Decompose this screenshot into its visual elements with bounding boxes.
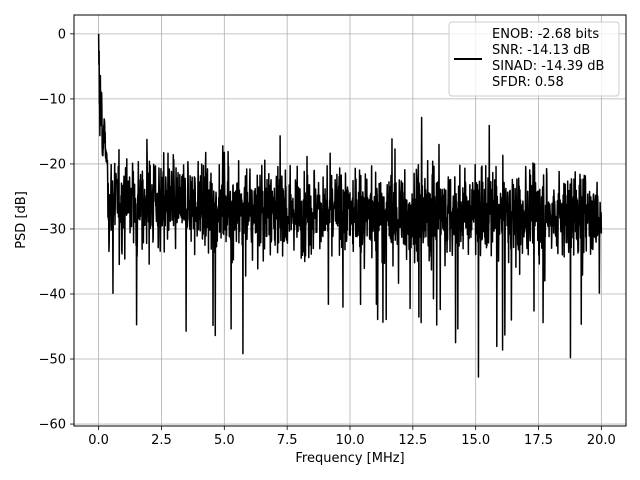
y-tick-label: −30	[39, 222, 66, 237]
y-tick-label: −10	[39, 92, 66, 107]
x-tick-label: 12.5	[398, 433, 427, 448]
y-tick-label: 0	[58, 27, 66, 42]
x-tick-label: 2.5	[151, 433, 172, 448]
legend: ENOB: -2.68 bits SNR: -14.13 dB SINAD: -…	[448, 21, 620, 97]
x-tick-label: 15.0	[461, 433, 490, 448]
x-tick-label: 17.5	[524, 433, 553, 448]
x-axis-label: Frequency [MHz]	[295, 451, 404, 466]
legend-box	[448, 21, 620, 97]
psd-series	[97, 33, 603, 378]
x-axis-ticks: 0.0 2.5 5.0 7.5 10.0 12.5 15.0 17.5 20.0	[88, 426, 616, 448]
y-axis-label: PSD [dB]	[14, 191, 29, 249]
y-tick-label: −40	[39, 287, 66, 302]
x-tick-label: 0.0	[88, 433, 109, 448]
legend-text-sinad: SINAD: -14.39 dB	[492, 59, 604, 74]
y-tick-label: −60	[39, 418, 66, 433]
x-tick-label: 10.0	[336, 433, 365, 448]
x-tick-label: 7.5	[277, 433, 298, 448]
legend-text-snr: SNR: -14.13 dB	[492, 43, 590, 58]
legend-text-sfdr: SFDR: 0.58	[492, 75, 564, 90]
x-tick-label: 5.0	[214, 433, 235, 448]
legend-text-enob: ENOB: -2.68 bits	[492, 27, 599, 42]
y-tick-label: −20	[39, 157, 66, 172]
y-axis-ticks: 0 −10 −20 −30 −40 −50 −60	[39, 27, 74, 433]
x-tick-label: 20.0	[587, 433, 616, 448]
psd-line	[97, 33, 603, 378]
y-tick-label: −50	[39, 353, 66, 368]
